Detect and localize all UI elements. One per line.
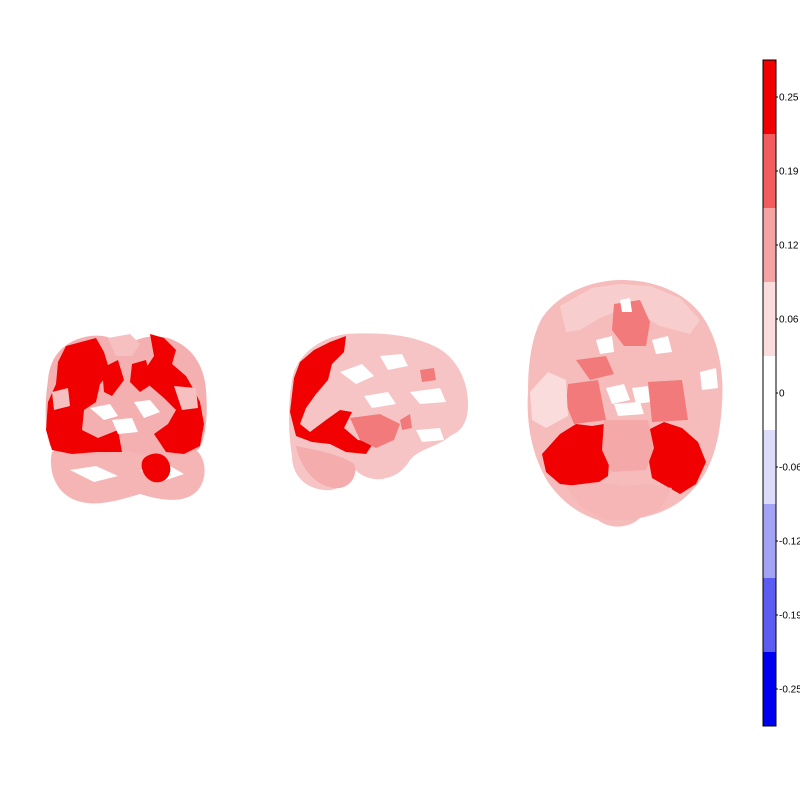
sagittal-region-red — [290, 336, 374, 454]
sagittal-cerebellum — [296, 446, 356, 489]
colorbar-tick-label: -0.06 — [779, 463, 800, 474]
axial-region-center — [602, 420, 654, 472]
sagittal-view — [289, 333, 468, 491]
axial-region-mid — [566, 300, 688, 424]
colorbar-tick-label: 0.19 — [779, 167, 799, 178]
colorbar-segment — [763, 208, 776, 283]
colorbar: 0.25 0.19 0.12 0.06 0 -0.06 -0.12 -0.19 -0.25 — [762, 59, 800, 727]
colorbar-segment — [763, 60, 776, 135]
colorbar-segment — [763, 282, 776, 357]
colorbar-tick-label: 0 — [779, 389, 785, 400]
colorbar-segment — [763, 652, 776, 727]
coronal-sulci — [70, 400, 184, 482]
colorbar-tick-label: -0.12 — [779, 537, 800, 548]
coronal-region-red-small — [141, 453, 171, 483]
colorbar-tick-label: -0.25 — [779, 685, 800, 696]
coronal-region-red-1 — [46, 338, 122, 454]
axial-region-occipital — [566, 482, 672, 520]
coronal-region-red-3 — [102, 360, 152, 396]
sagittal-region-mid — [350, 368, 436, 448]
axial-region-red-left — [542, 424, 610, 486]
colorbar-segment — [763, 504, 776, 579]
axial-region-red-right — [648, 422, 706, 494]
axial-view — [527, 280, 723, 527]
colorbar-segment — [763, 430, 776, 505]
coronal-view — [45, 334, 207, 504]
sagittal-sulci — [340, 354, 446, 442]
axial-region-left-light — [530, 372, 568, 428]
colorbar-segment — [763, 578, 776, 653]
colorbar-segment — [763, 134, 776, 209]
colorbar-tick-label: -0.19 — [779, 611, 800, 622]
colorbar-tick-label: 0.25 — [779, 93, 799, 104]
colorbar-segment — [763, 356, 776, 431]
colorbar-tick-label: 0.06 — [779, 315, 799, 326]
coronal-region-red-2 — [146, 334, 204, 454]
coronal-region-light — [52, 334, 198, 410]
colorbar-tick-label: 0.12 — [779, 241, 799, 252]
